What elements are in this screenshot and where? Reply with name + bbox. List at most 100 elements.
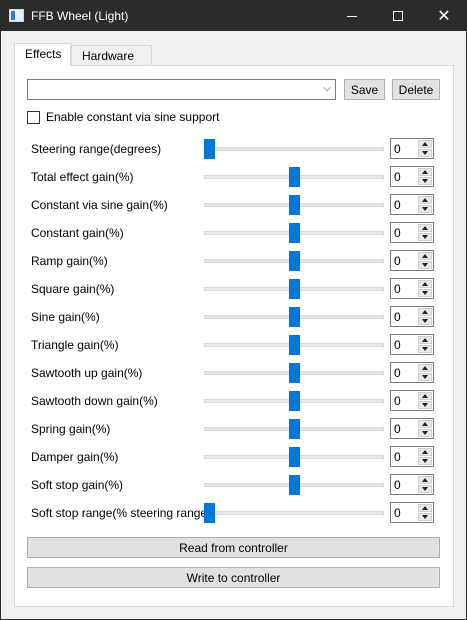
spin-down-icon[interactable] — [418, 177, 432, 185]
spin-down-icon[interactable] — [418, 457, 432, 465]
spin-down-icon[interactable] — [418, 261, 432, 269]
setting-row: Ramp gain(%) 0 — [15, 250, 455, 272]
slider-handle[interactable] — [289, 335, 300, 355]
slider-handle[interactable] — [204, 503, 215, 523]
save-button[interactable]: Save — [344, 79, 385, 100]
spin-up-icon[interactable] — [418, 252, 432, 260]
spin-up-icon[interactable] — [418, 224, 432, 232]
effects-panel: ⌵ Save Delete Enable constant via sine s… — [14, 65, 454, 607]
spin-up-icon[interactable] — [418, 448, 432, 456]
close-button[interactable]: ✕ — [421, 1, 467, 31]
title-bar[interactable]: FFB Wheel (Light) ✕ — [1, 1, 466, 31]
spin-up-icon[interactable] — [418, 196, 432, 204]
setting-spinbox[interactable]: 0 — [390, 166, 434, 187]
spinbox-buttons — [418, 476, 432, 493]
preset-combo[interactable]: ⌵ — [27, 79, 336, 100]
slider-handle[interactable] — [289, 391, 300, 411]
setting-spinbox[interactable]: 0 — [390, 194, 434, 215]
setting-slider[interactable] — [204, 475, 385, 495]
read-from-controller-button[interactable]: Read from controller — [27, 537, 440, 558]
setting-spinbox[interactable]: 0 — [390, 502, 434, 523]
setting-spinbox[interactable]: 0 — [390, 138, 434, 159]
setting-slider[interactable] — [204, 251, 385, 271]
setting-slider[interactable] — [204, 279, 385, 299]
slider-handle[interactable] — [289, 195, 300, 215]
setting-spinbox[interactable]: 0 — [390, 390, 434, 411]
spin-up-icon[interactable] — [418, 420, 432, 428]
setting-spinbox[interactable]: 0 — [390, 250, 434, 271]
spin-down-icon[interactable] — [418, 429, 432, 437]
slider-handle[interactable] — [289, 307, 300, 327]
setting-label: Constant gain(%) — [31, 226, 124, 240]
spin-up-icon[interactable] — [418, 476, 432, 484]
setting-slider[interactable] — [204, 503, 385, 523]
write-to-controller-button[interactable]: Write to controller — [27, 567, 440, 588]
spin-up-icon[interactable] — [418, 392, 432, 400]
spin-up-icon[interactable] — [418, 280, 432, 288]
spin-up-icon[interactable] — [418, 504, 432, 512]
setting-spinbox[interactable]: 0 — [390, 278, 434, 299]
spinbox-buttons — [418, 224, 432, 241]
spin-down-icon[interactable] — [418, 485, 432, 493]
spin-up-icon[interactable] — [418, 140, 432, 148]
setting-slider[interactable] — [204, 167, 385, 187]
setting-spinbox[interactable]: 0 — [390, 474, 434, 495]
maximize-button[interactable] — [375, 1, 421, 31]
setting-slider[interactable] — [204, 391, 385, 411]
spin-down-icon[interactable] — [418, 149, 432, 157]
slider-handle[interactable] — [289, 475, 300, 495]
slider-handle[interactable] — [289, 279, 300, 299]
maximize-icon — [393, 11, 403, 21]
setting-spinbox[interactable]: 0 — [390, 306, 434, 327]
spin-down-icon[interactable] — [418, 373, 432, 381]
setting-slider[interactable] — [204, 335, 385, 355]
setting-spinbox[interactable]: 0 — [390, 418, 434, 439]
spin-down-icon[interactable] — [418, 289, 432, 297]
setting-row: Soft stop gain(%) 0 — [15, 474, 455, 496]
slider-handle[interactable] — [289, 447, 300, 467]
slider-handle[interactable] — [204, 139, 215, 159]
spin-down-icon[interactable] — [418, 317, 432, 325]
setting-row: Constant via sine gain(%) 0 — [15, 194, 455, 216]
setting-spinbox[interactable]: 0 — [390, 222, 434, 243]
tab-effects[interactable]: Effects — [14, 43, 71, 66]
setting-slider[interactable] — [204, 223, 385, 243]
slider-handle[interactable] — [289, 167, 300, 187]
sine-support-option[interactable]: Enable constant via sine support — [27, 109, 219, 125]
slider-handle[interactable] — [289, 419, 300, 439]
sine-support-checkbox[interactable] — [27, 110, 40, 124]
spin-down-icon[interactable] — [418, 205, 432, 213]
setting-slider[interactable] — [204, 419, 385, 439]
setting-spinbox[interactable]: 0 — [390, 362, 434, 383]
setting-spinbox[interactable]: 0 — [390, 446, 434, 467]
spin-down-icon[interactable] — [418, 401, 432, 409]
slider-handle[interactable] — [289, 223, 300, 243]
spin-up-icon[interactable] — [418, 308, 432, 316]
spin-down-icon[interactable] — [418, 233, 432, 241]
setting-row: Sawtooth up gain(%) 0 — [15, 362, 455, 384]
delete-button[interactable]: Delete — [392, 79, 440, 100]
spinbox-value: 0 — [394, 394, 401, 408]
spin-down-icon[interactable] — [418, 345, 432, 353]
spinbox-buttons — [418, 168, 432, 185]
slider-handle[interactable] — [289, 251, 300, 271]
setting-slider[interactable] — [204, 139, 385, 159]
sine-support-label: Enable constant via sine support — [46, 110, 220, 124]
setting-slider[interactable] — [204, 447, 385, 467]
setting-label: Total effect gain(%) — [31, 170, 134, 184]
setting-label: Sawtooth up gain(%) — [31, 366, 143, 380]
spin-up-icon[interactable] — [418, 336, 432, 344]
setting-label: Sine gain(%) — [31, 310, 100, 324]
spin-up-icon[interactable] — [418, 364, 432, 372]
setting-slider[interactable] — [204, 363, 385, 383]
minimize-button[interactable] — [329, 1, 375, 31]
setting-slider[interactable] — [204, 195, 385, 215]
setting-slider[interactable] — [204, 307, 385, 327]
tab-hardware[interactable]: Hardware — [71, 45, 152, 65]
spin-down-icon[interactable] — [418, 513, 432, 521]
setting-label: Steering range(degrees) — [31, 142, 162, 156]
setting-spinbox[interactable]: 0 — [390, 334, 434, 355]
spin-up-icon[interactable] — [418, 168, 432, 176]
slider-handle[interactable] — [289, 363, 300, 383]
